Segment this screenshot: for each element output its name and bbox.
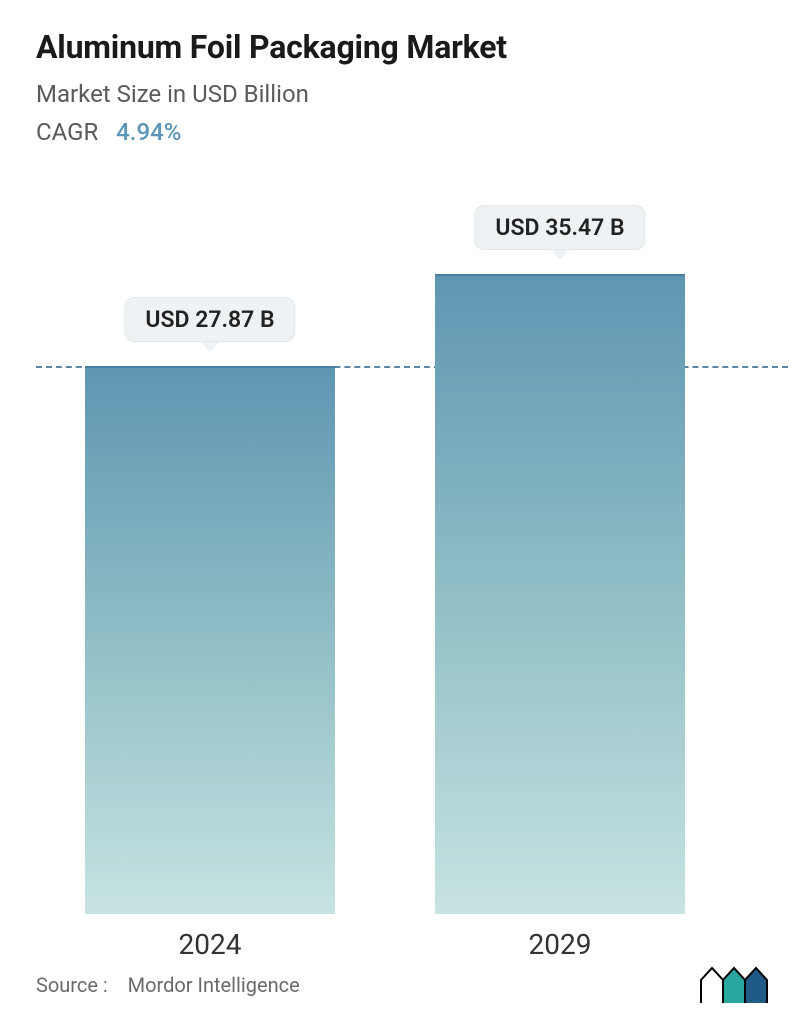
value-pill: USD 27.87 B: [124, 297, 295, 342]
source-text: Source : Mordor Intelligence: [36, 973, 300, 997]
mordor-logo-icon: [700, 966, 768, 1004]
value-pill: USD 35.47 B: [474, 205, 645, 250]
chart-title: Aluminum Foil Packaging Market: [36, 28, 760, 66]
cagr-value: 4.94%: [116, 118, 181, 146]
source-name: Mordor Intelligence: [128, 973, 300, 997]
chart-header: Aluminum Foil Packaging Market Market Si…: [0, 0, 796, 146]
chart-footer: Source : Mordor Intelligence: [36, 966, 768, 1004]
chart-area: USD 27.87 B 2024 USD 35.47 B 2029: [0, 200, 796, 914]
cagr-label: CAGR: [36, 118, 98, 146]
cagr-row: CAGR 4.94%: [36, 118, 760, 146]
x-axis-label: 2024: [85, 928, 335, 961]
bar-fill: [435, 274, 685, 914]
pill-pointer-icon: [551, 250, 569, 260]
bar-fill: [85, 366, 335, 914]
bars-container: USD 27.87 B 2024 USD 35.47 B 2029: [0, 200, 796, 914]
x-axis-label: 2029: [435, 928, 685, 961]
source-label: Source :: [36, 973, 108, 997]
chart-subtitle: Market Size in USD Billion: [36, 80, 760, 108]
pill-pointer-icon: [201, 342, 219, 352]
